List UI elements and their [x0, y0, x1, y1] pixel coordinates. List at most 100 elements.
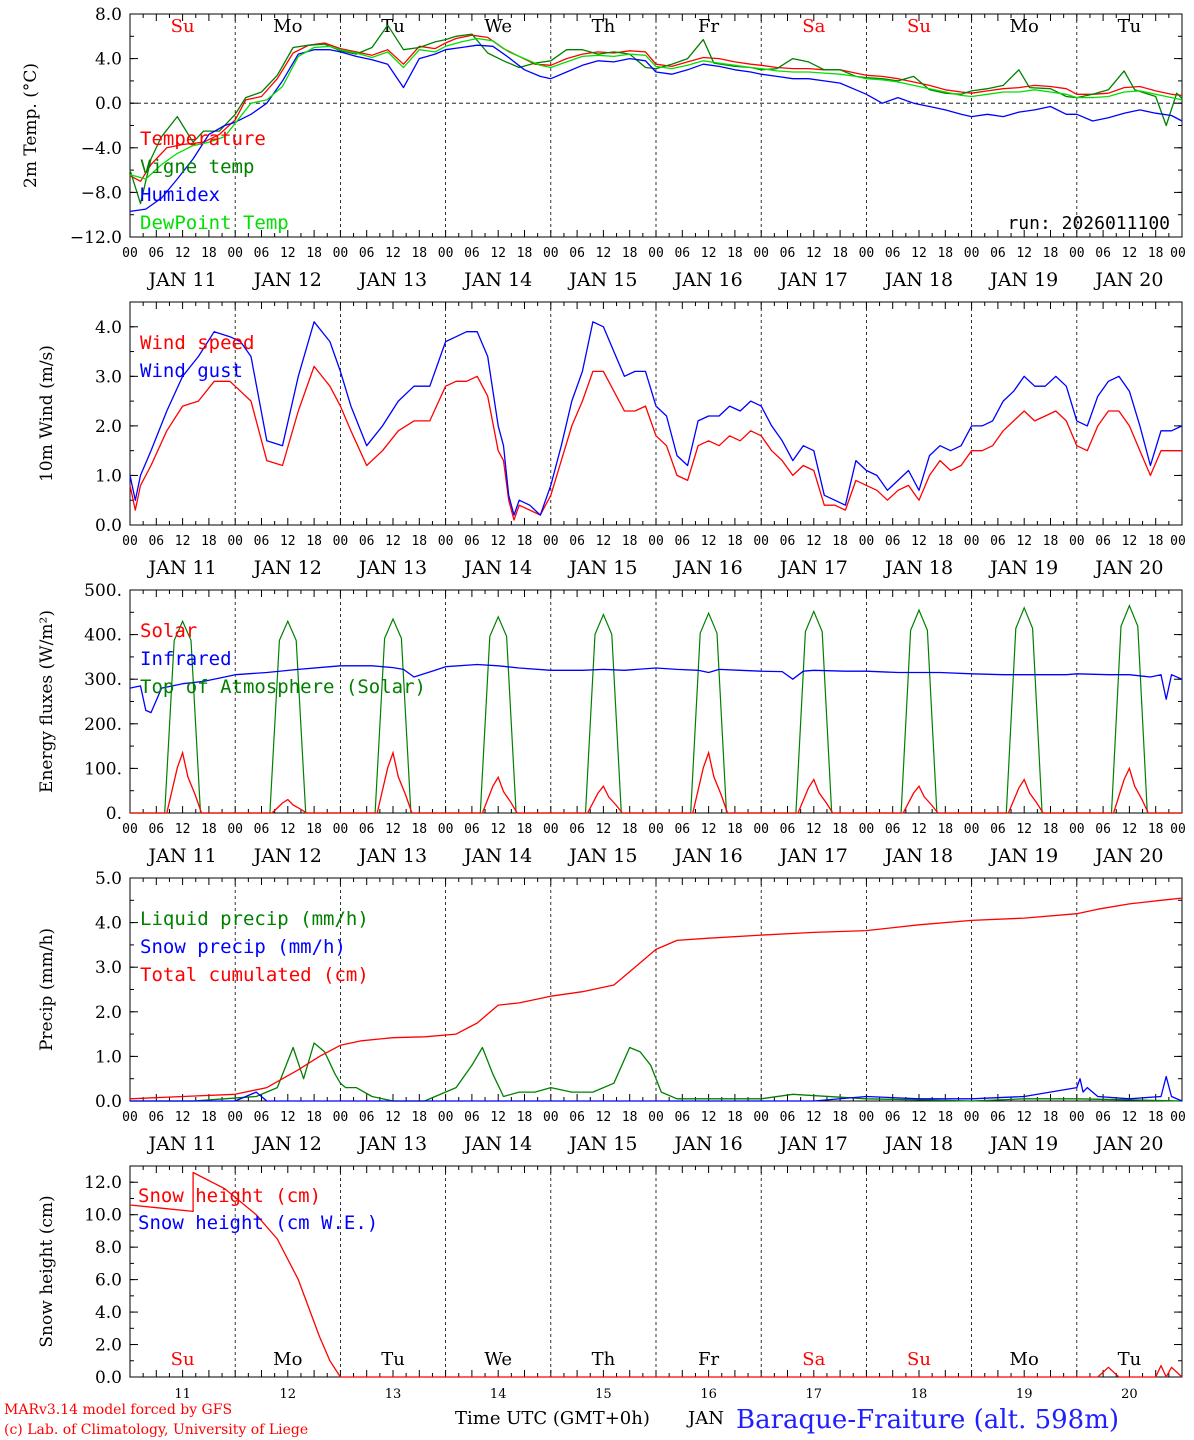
- xaxis-month: JAN: [686, 1408, 724, 1429]
- x-hour-label: 06: [254, 1110, 270, 1125]
- x-hour-label: 06: [885, 246, 901, 261]
- y-tick-label: 1.0: [95, 466, 122, 486]
- x-hour-label: 06: [990, 1110, 1006, 1125]
- x-day-number: 16: [700, 1387, 717, 1402]
- x-hour-label: 00: [859, 246, 875, 261]
- x-hour-label: 06: [254, 534, 270, 549]
- x-hour-label: 12: [280, 822, 296, 837]
- y-tick-label: 4.0: [95, 50, 122, 70]
- x-date-label: JAN 13: [357, 557, 427, 579]
- x-hour-label: 00: [227, 534, 243, 549]
- y-tick-label: −4.0: [81, 139, 122, 159]
- weekday-label: Fr: [698, 16, 719, 37]
- x-date-label: JAN 11: [147, 845, 217, 867]
- x-hour-label: 18: [622, 534, 638, 549]
- x-hour-label: 12: [490, 822, 506, 837]
- solar-day: [656, 750, 762, 814]
- x-date-label: JAN 18: [883, 845, 953, 867]
- x-date-label: JAN 14: [462, 845, 532, 867]
- y-tick-label: 3.0: [95, 958, 122, 978]
- x-hour-label: 12: [280, 1110, 296, 1125]
- x-hour-label: 18: [937, 246, 953, 261]
- x-hour-label: 06: [359, 1110, 375, 1125]
- series-snow-precip-mm-h-: [130, 1075, 1183, 1102]
- x-hour-label: 00: [753, 1110, 769, 1125]
- y-axis-label: Energy fluxes (W/m²): [37, 610, 57, 793]
- y-axis-label: Precip (mm/h): [37, 928, 57, 1051]
- weekday-label: Mo: [273, 16, 302, 37]
- legend-entry: Wind gust: [140, 360, 243, 382]
- y-tick-label: 0.0: [95, 94, 122, 114]
- x-hour-label: 06: [885, 1110, 901, 1125]
- x-hour-label: 18: [1148, 246, 1164, 261]
- x-date-label: JAN 17: [778, 1133, 848, 1155]
- x-hour-label: 12: [490, 534, 506, 549]
- solar-day: [761, 778, 867, 814]
- x-hour-label: 06: [464, 246, 480, 261]
- x-hour-label: 00: [438, 246, 454, 261]
- y-tick-label: 3.0: [95, 367, 122, 387]
- x-hour-label: 06: [569, 1110, 585, 1125]
- y-tick-label: 0.: [106, 804, 122, 824]
- x-hour-label: 18: [411, 1110, 427, 1125]
- weekday-label: Mo: [1010, 1349, 1039, 1370]
- x-hour-label: 12: [175, 1110, 191, 1125]
- x-hour-label: 12: [385, 246, 401, 261]
- x-hour-label: 06: [464, 1110, 480, 1125]
- solar-day: [445, 775, 551, 814]
- x-hour-label: 18: [306, 1110, 322, 1125]
- x-date-label: JAN 17: [778, 557, 848, 579]
- x-date-label: JAN 12: [252, 1133, 322, 1155]
- x-hour-label: 12: [806, 822, 822, 837]
- x-hour-label: 06: [674, 246, 690, 261]
- x-date-label: JAN 20: [1093, 1133, 1163, 1155]
- x-hour-label: 00: [438, 822, 454, 837]
- series-dewpoint-temp: [129, 37, 1183, 180]
- x-hour-label: 18: [517, 246, 533, 261]
- x-day-number: 11: [174, 1387, 191, 1402]
- x-hour-label: 12: [911, 246, 927, 261]
- x-date-label: JAN 16: [673, 269, 743, 291]
- x-hour-label: 12: [1122, 1110, 1138, 1125]
- x-date-label: JAN 12: [252, 845, 322, 867]
- solar-day: [235, 798, 341, 814]
- x-hour-label: 12: [596, 246, 612, 261]
- y-tick-label: 500.: [84, 581, 122, 601]
- legend-entry: Snow height (cm W.E.): [138, 1212, 378, 1234]
- toa-solar-day: [1076, 604, 1182, 814]
- x-hour-label: 00: [1069, 246, 1085, 261]
- x-hour-label: 00: [543, 246, 559, 261]
- x-date-label: JAN 17: [778, 269, 848, 291]
- x-hour-label: 06: [569, 534, 585, 549]
- x-hour-label: 06: [780, 534, 796, 549]
- x-hour-label: 12: [280, 246, 296, 261]
- x-date-label: JAN 19: [988, 269, 1058, 291]
- panel-energy: 500. 400. 300. 200. 100. 0. Energy fluxes (W/m…: [37, 581, 1186, 867]
- x-hour-label: 18: [727, 246, 743, 261]
- series-wind-gust: [129, 321, 1183, 516]
- x-hour-label: 06: [254, 246, 270, 261]
- x-date-label: JAN 12: [252, 269, 322, 291]
- weekday-label: Mo: [273, 1349, 302, 1370]
- solar-day: [866, 784, 972, 814]
- y-axis-label: Snow height (cm): [37, 1195, 57, 1347]
- x-hour-label: 00: [859, 822, 875, 837]
- x-hour-label: 00: [1170, 822, 1186, 837]
- panel-precip: 5.0 4.0 3.0 2.0 1.0 0.0 Precip (mm/h) 00 06 12 18 J…: [37, 869, 1186, 1155]
- series-infrared: [129, 663, 1183, 714]
- weekday-label: Th: [592, 1349, 616, 1370]
- x-hour-label: 18: [517, 1110, 533, 1125]
- x-hour-label: 12: [1122, 822, 1138, 837]
- y-tick-label: 0.0: [95, 1092, 122, 1112]
- weekday-label: Th: [592, 16, 616, 37]
- x-hour-label: 00: [859, 534, 875, 549]
- series-total-cumulated-cm-: [129, 897, 1183, 1100]
- x-hour-label: 18: [411, 822, 427, 837]
- y-tick-label: 6.0: [95, 1271, 122, 1291]
- y-axis-label: 10m Wind (m/s): [37, 345, 57, 482]
- x-hour-label: 00: [333, 534, 349, 549]
- y-tick-label: 4.0: [95, 1303, 122, 1323]
- x-hour-label: 12: [490, 1110, 506, 1125]
- x-date-label: JAN 15: [567, 845, 637, 867]
- panel-wind: 4.0 3.0 2.0 1.0 0.0 10m Wind (m/s) 00 06 12 18 JAN…: [37, 301, 1186, 579]
